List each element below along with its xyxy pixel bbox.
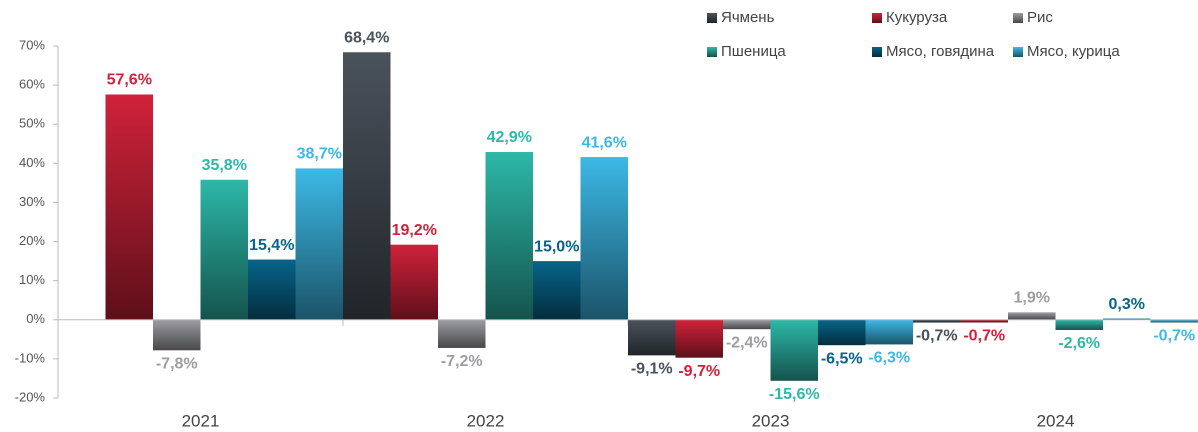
bar bbox=[628, 319, 676, 356]
bar bbox=[818, 319, 866, 346]
data-label: 15,4% bbox=[249, 237, 294, 254]
bar bbox=[580, 157, 628, 320]
bar bbox=[248, 259, 296, 320]
y-tick-label: 10% bbox=[19, 272, 45, 287]
legend-label: Рис bbox=[1027, 9, 1053, 26]
data-label: 41,6% bbox=[582, 134, 627, 151]
bar bbox=[960, 319, 1008, 323]
data-label: 19,2% bbox=[392, 222, 437, 239]
bar bbox=[1150, 319, 1198, 323]
data-label: -7,8% bbox=[156, 356, 198, 373]
bar bbox=[1055, 319, 1103, 330]
legend-label: Кукуруза bbox=[886, 9, 948, 26]
bar bbox=[770, 319, 818, 381]
x-tick-label: 2024 bbox=[1037, 411, 1075, 430]
data-label: -9,7% bbox=[678, 363, 720, 380]
data-label: 15,0% bbox=[534, 238, 579, 255]
bar bbox=[533, 261, 581, 320]
legend-label: Мясо, говядина bbox=[886, 43, 995, 60]
y-tick-label: 40% bbox=[19, 155, 45, 170]
data-label: -6,5% bbox=[821, 350, 863, 367]
data-label: -6,3% bbox=[868, 350, 910, 367]
data-label: 35,8% bbox=[202, 157, 247, 174]
bar bbox=[913, 319, 961, 323]
legend-swatch bbox=[1013, 47, 1023, 57]
bar bbox=[200, 179, 248, 320]
legend-label: Мясо, курица bbox=[1027, 43, 1120, 60]
y-tick-label: 20% bbox=[19, 233, 45, 248]
data-label: -0,7% bbox=[963, 328, 1005, 345]
bar bbox=[343, 52, 391, 320]
bar bbox=[1103, 318, 1151, 320]
legend-swatch bbox=[1013, 13, 1023, 23]
data-label: 1,9% bbox=[1014, 290, 1050, 307]
data-label: -2,4% bbox=[726, 334, 768, 351]
bar bbox=[105, 94, 153, 320]
legend-label: Ячмень bbox=[721, 9, 775, 26]
legend-swatch bbox=[872, 13, 882, 23]
bar bbox=[153, 319, 201, 351]
data-label: -0,7% bbox=[1153, 328, 1195, 345]
y-tick-label: 70% bbox=[19, 37, 45, 52]
bar bbox=[295, 168, 343, 320]
y-tick-label: 50% bbox=[19, 116, 45, 131]
bar bbox=[865, 319, 913, 345]
x-tick-label: 2021 bbox=[182, 411, 220, 430]
bar bbox=[438, 319, 486, 348]
bar bbox=[675, 319, 723, 358]
y-tick-label: 60% bbox=[19, 77, 45, 92]
y-tick-label: -20% bbox=[15, 389, 46, 404]
legend-swatch bbox=[707, 47, 717, 57]
data-label: -2,6% bbox=[1058, 335, 1100, 352]
data-label: 42,9% bbox=[487, 129, 532, 146]
data-label: -9,1% bbox=[631, 361, 673, 378]
x-tick-label: 2023 bbox=[752, 411, 790, 430]
bar bbox=[723, 319, 771, 330]
legend-label: Пшеница bbox=[721, 43, 786, 60]
data-label: -0,7% bbox=[916, 328, 958, 345]
data-label: 0,3% bbox=[1109, 296, 1145, 313]
bar bbox=[390, 244, 438, 320]
data-label: 57,6% bbox=[107, 72, 152, 89]
legend-swatch bbox=[872, 47, 882, 57]
y-tick-label: 30% bbox=[19, 194, 45, 209]
data-label: -15,6% bbox=[769, 386, 820, 403]
bar bbox=[1008, 312, 1056, 320]
data-label: -7,2% bbox=[441, 353, 483, 370]
x-tick-label: 2022 bbox=[467, 411, 505, 430]
y-tick-label: -10% bbox=[15, 350, 46, 365]
y-tick-label: 0% bbox=[26, 311, 45, 326]
data-label: 38,7% bbox=[297, 146, 342, 163]
data-label: 68,4% bbox=[344, 29, 389, 46]
legend-swatch bbox=[707, 13, 717, 23]
bar bbox=[485, 151, 533, 320]
